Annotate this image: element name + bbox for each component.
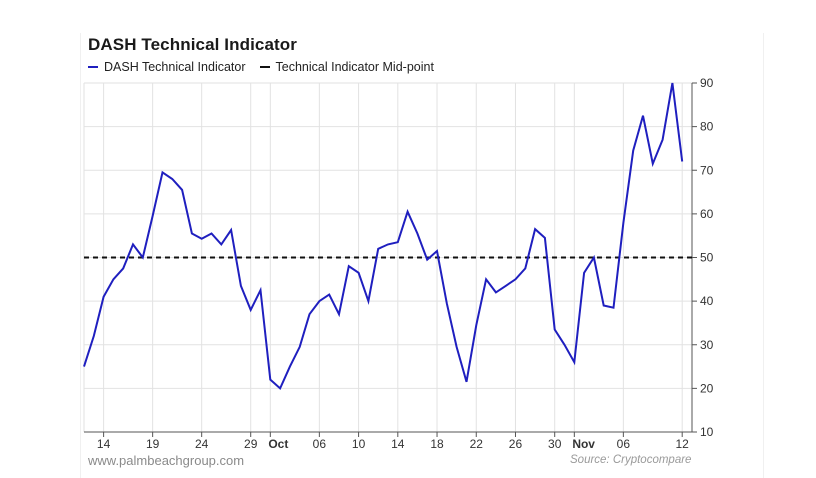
x-tick-label: 18	[430, 437, 444, 451]
y-tick-label: 40	[700, 294, 714, 308]
y-tick-label: 60	[700, 207, 714, 221]
y-tick-label: 70	[700, 163, 714, 177]
x-tick-label: 22	[470, 437, 484, 451]
x-tick-label: 10	[352, 437, 366, 451]
source-credit: Source: Cryptocompare	[570, 454, 692, 466]
y-tick-label: 80	[700, 120, 714, 134]
x-tick-label: 19	[146, 437, 160, 451]
x-tick-label: 06	[617, 437, 631, 451]
y-tick-label: 30	[700, 338, 714, 352]
legend-label-midpoint: Technical Indicator Mid-point	[275, 60, 434, 74]
y-tick-label: 20	[700, 381, 714, 395]
series-dash-indicator-line	[83, 82, 684, 391]
x-tick-label: Oct	[268, 437, 288, 451]
legend-item-midpoint: Technical Indicator Mid-point	[259, 60, 434, 74]
x-tick-label: 14	[97, 437, 111, 451]
chart-title: DASH Technical Indicator	[88, 35, 297, 54]
x-tick-label: 12	[676, 437, 690, 451]
y-tick-label: 10	[700, 425, 714, 439]
x-tick-label: Nov	[572, 437, 595, 451]
source-website: www.palmbeachgroup.com	[88, 453, 245, 468]
legend-item-indicator: DASH Technical Indicator	[88, 60, 246, 74]
legend-swatch-dashed-line	[259, 66, 270, 68]
x-tick-label: 06	[313, 437, 327, 451]
x-tick-label: 24	[195, 437, 209, 451]
legend-swatch-solid-line	[88, 66, 98, 68]
y-tick-label: 90	[700, 76, 714, 90]
x-tick-label: 29	[244, 437, 258, 451]
y-tick-label: 50	[700, 251, 714, 265]
x-tick-label: 30	[548, 437, 562, 451]
x-tick-label: 26	[509, 437, 523, 451]
chart-legend: DASH Technical Indicator Technical Indic…	[88, 60, 448, 74]
x-tick-label: 14	[391, 437, 405, 451]
chart-frame	[80, 33, 764, 478]
legend-label-indicator: DASH Technical Indicator	[104, 60, 246, 74]
